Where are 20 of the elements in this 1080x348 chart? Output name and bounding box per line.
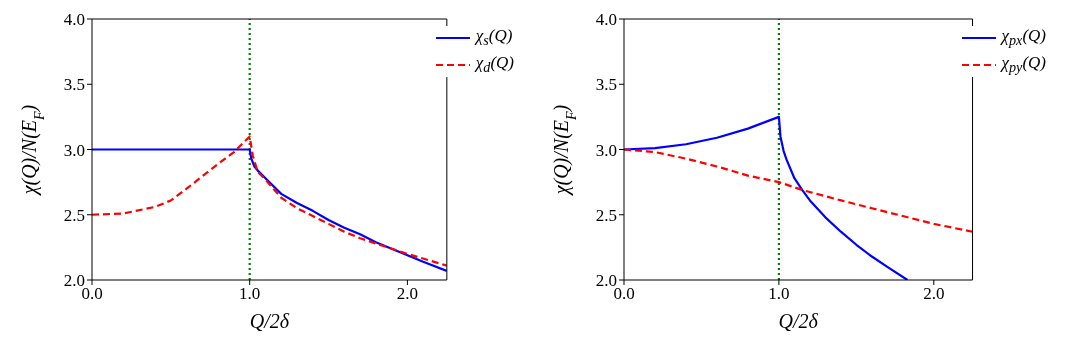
y-tick-label: 3.0 — [63, 140, 85, 160]
x-tick-label: 2.0 — [923, 284, 945, 304]
legend-label: χ$_{px}$(Q) — [1001, 26, 1046, 50]
x-axis-title: Q/2δ — [249, 310, 290, 332]
y-tick-label: 3.5 — [63, 75, 85, 95]
y-tick-label: 4.0 — [595, 10, 617, 30]
y-tick-label: 3.0 — [595, 140, 617, 160]
line-series — [624, 115, 909, 280]
y-tick-label: 3.5 — [595, 75, 617, 95]
x-tick-label: 2.0 — [396, 284, 419, 304]
y-tick-label: 4.0 — [63, 10, 85, 30]
x-axis-title: Q/2δ — [778, 310, 819, 332]
x-tick-label: 1.0 — [768, 284, 790, 304]
line-series — [624, 148, 973, 233]
legend-label: χ$_{py}$(Q) — [1001, 53, 1046, 77]
x-tick-label: 1.0 — [239, 284, 261, 304]
legend-label: χ$_{s}$(Q) — [475, 26, 513, 50]
y-tick-label: 2.5 — [63, 205, 85, 225]
y-tick-label: 2.5 — [595, 205, 617, 225]
legend-label: χ$_{d}$(Q) — [475, 53, 514, 77]
